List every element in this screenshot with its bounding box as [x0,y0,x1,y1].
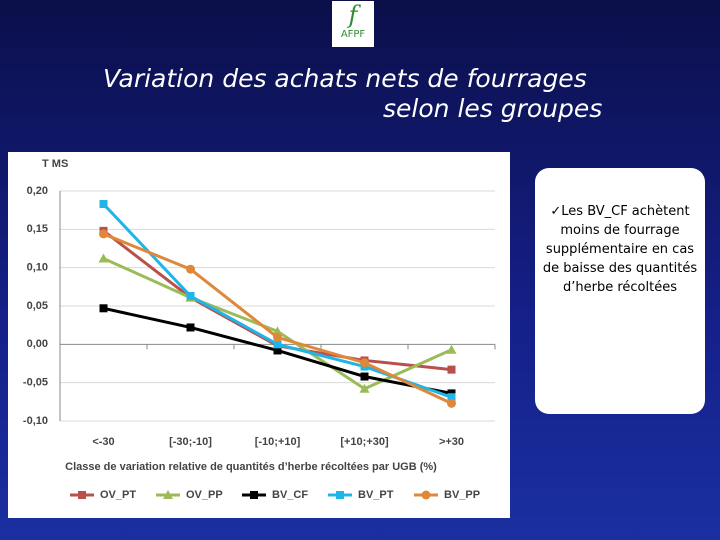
marker [99,229,108,239]
marker [186,292,195,301]
marker [99,304,108,313]
x-tick-label: [-30;-10] [169,436,212,448]
marker [447,398,456,408]
logo: f AFPF [332,1,374,47]
y-tick-label: 0,05 [27,300,48,312]
marker [273,340,282,349]
marker [250,491,258,499]
logo-text: AFPF [340,29,366,40]
marker [272,326,283,336]
marker [360,372,369,381]
marker [78,491,86,499]
marker [163,490,173,499]
marker [273,332,282,342]
y-tick-label: 0,20 [27,185,48,197]
marker [421,490,431,500]
marker [360,358,369,368]
y-tick-label: 0,10 [27,262,48,274]
x-tick-label: [-10;+10] [255,436,301,448]
marker [359,383,370,393]
marker [273,346,282,355]
y-tick-label: 0,15 [27,223,48,235]
marker [447,365,456,374]
title-line: selon les groupes [383,94,603,123]
marker [186,323,195,332]
chart: T MS Classe de variation relative de qua… [8,152,510,518]
y-tick-label: -0,05 [23,377,48,389]
marker [186,264,195,274]
x-tick-label: [+10;+30] [340,436,389,448]
marker [98,253,109,263]
legend-label: BV_PP [444,489,480,501]
legend-label: OV_PT [100,489,136,501]
legend-label: BV_CF [272,489,308,501]
y-tick-label: 0,00 [27,338,48,350]
note-box: ✓Les BV_CF achètent moins de fourrage su… [535,168,705,414]
y-axis-label: T MS [42,158,68,170]
marker [447,393,456,402]
marker [336,491,344,499]
legend-label: OV_PP [186,489,223,501]
marker [99,200,108,209]
legend-label: BV_PT [358,489,394,501]
title-line: Variation des achats nets de fourrages [103,64,587,93]
y-tick-label: -0,10 [23,415,48,427]
x-axis-label: Classe de variation relative de quantité… [65,461,437,473]
x-tick-label: <-30 [92,436,114,448]
x-tick-label: >+30 [439,436,464,448]
marker [446,344,457,354]
